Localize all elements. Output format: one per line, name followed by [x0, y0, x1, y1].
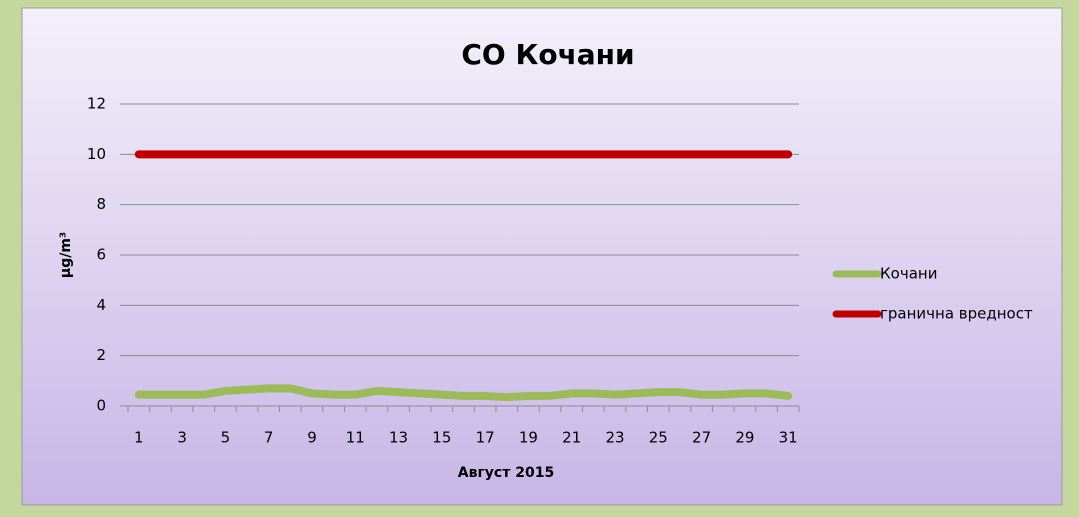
y-tick-label: 0 — [96, 397, 106, 415]
chart-title: CO Кочани — [461, 38, 634, 71]
y-tick-label: 8 — [96, 195, 106, 213]
x-tick-label: 15 — [432, 429, 451, 447]
x-tick-label: 19 — [519, 429, 538, 447]
y-tick-label: 4 — [96, 296, 106, 314]
x-tick-label: 7 — [264, 429, 274, 447]
x-tick-label: 17 — [476, 429, 495, 447]
legend-label: гранична вредност — [880, 305, 1033, 323]
x-tick-label: 25 — [649, 429, 668, 447]
x-tick-label: 3 — [177, 429, 187, 447]
legend-label: Кочани — [880, 265, 937, 283]
x-tick-label: 27 — [692, 429, 711, 447]
data-line — [134, 384, 793, 402]
x-axis-label: Август 2015 — [458, 465, 554, 481]
chart-background — [21, 7, 1063, 506]
x-tick-label: 21 — [562, 429, 581, 447]
x-tick-label: 9 — [307, 429, 317, 447]
x-tick-label: 5 — [221, 429, 231, 447]
y-tick-label: 12 — [87, 95, 106, 113]
x-tick-label: 1 — [134, 429, 144, 447]
x-tick-label: 29 — [735, 429, 754, 447]
y-tick-label: 10 — [87, 145, 106, 163]
x-tick-label: 23 — [605, 429, 624, 447]
y-tick-label: 2 — [96, 346, 106, 364]
y-axis-label: μg/m³ — [58, 232, 74, 278]
x-tick-label: 31 — [779, 429, 798, 447]
x-tick-label: 11 — [346, 429, 365, 447]
x-tick-label: 13 — [389, 429, 408, 447]
y-tick-label: 6 — [96, 246, 106, 264]
